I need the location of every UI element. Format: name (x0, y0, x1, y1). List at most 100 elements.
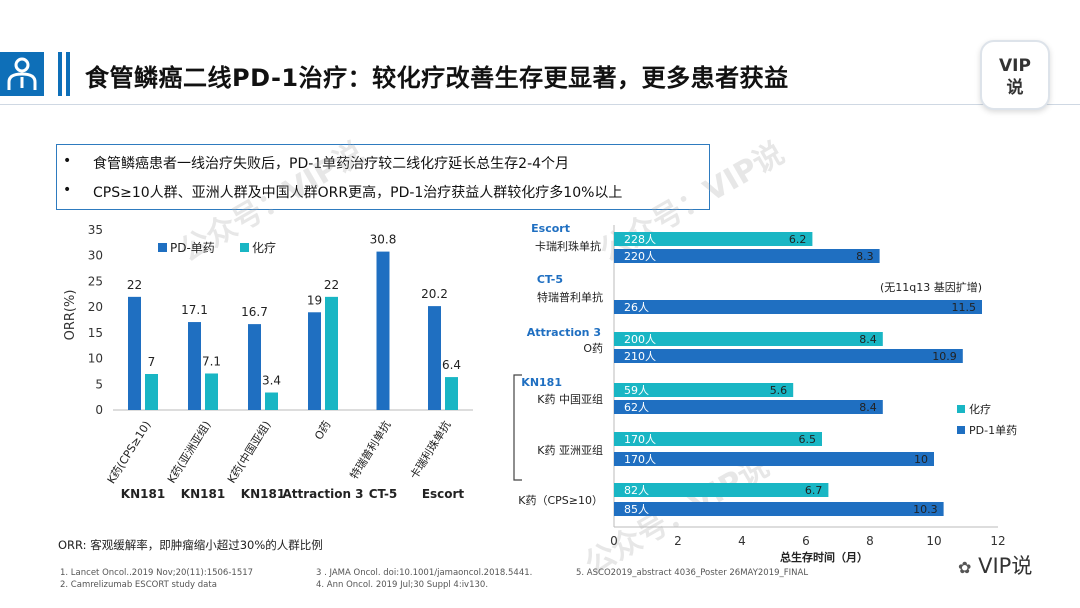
legend-label-chemo: 化疗 (969, 402, 991, 416)
bar-pd1 (308, 312, 321, 410)
group-label: CT-5 (369, 487, 398, 501)
bar-pd1 (376, 251, 390, 410)
bar-value-label: 6.5 (799, 433, 817, 446)
bar-pd1 (614, 452, 934, 466)
bar-pd1 (614, 300, 982, 314)
bar-value-label: 20.2 (421, 287, 448, 301)
legend-label-pd1: PD-1单药 (969, 424, 1017, 437)
bar-n-label: 170人 (624, 453, 656, 466)
row-label: K药（CPS≥10） (518, 494, 603, 507)
bar-value-label: 19 (307, 293, 322, 307)
brand-logo-icon (0, 52, 44, 96)
vip-badge-line2: 说 (1006, 78, 1024, 98)
group-label: Escort (422, 487, 465, 501)
bar-value-label: 6.7 (805, 484, 823, 497)
bar-value-label: 8.4 (859, 333, 877, 346)
bar-chemo (614, 383, 794, 397)
bar-value-label: 16.7 (241, 305, 268, 319)
bar-value-label: 10.3 (913, 503, 938, 516)
bar-chemo (265, 392, 278, 410)
chart-legend: 化疗 PD-1单药 (957, 402, 1017, 437)
bar-pd1 (614, 502, 944, 516)
category-label: K药(CPS≥10) (105, 419, 154, 486)
key-points-box: • 食管鳞癌患者一线治疗失败后，PD-1单药治疗较二线化疗延长总生存2-4个月 … (56, 144, 710, 210)
group-label: KN181 (241, 487, 285, 501)
bar-group: 228人 6.2 220人 8.3 26人 11.5 200人 8.4 210人 10.9 59人 5… (614, 232, 982, 516)
x-tick-label: 2 (674, 534, 682, 548)
bar-value-label: 10.9 (932, 350, 957, 363)
reference-item: 2. Camrelizumab ESCORT study data (60, 580, 217, 590)
reference-item: 4. Ann Oncol. 2019 Jul;30 Suppl 4:iv130. (316, 580, 489, 590)
bar-value-label: 10 (914, 453, 928, 466)
bar-value-label: 6.2 (789, 233, 807, 246)
bar-value-label: 17.1 (181, 303, 208, 317)
bullet-text: 食管鳞癌患者一线治疗失败后，PD-1单药治疗较二线化疗延长总生存2-4个月 (93, 156, 570, 172)
header-divider (0, 104, 1080, 105)
x-tick-label: 4 (738, 534, 746, 548)
y-tick-label: 5 (95, 377, 103, 391)
bullet-text: CPS≥10人群、亚洲人群及中国人群ORR更高，PD-1治疗获益人群较化疗多10… (93, 185, 623, 201)
wechat-icon: ✿ (958, 558, 972, 577)
row-label: K药 中国亚组 (537, 392, 603, 406)
y-tick-label: 20 (88, 300, 103, 314)
category-label: K药(中国亚组) (224, 418, 273, 485)
legend-label-pd1: PD-单药 (170, 241, 215, 255)
bar-pd1 (614, 249, 880, 263)
vip-badge: VIP 说 (980, 40, 1050, 110)
bar-chemo (445, 377, 458, 410)
group-label: KN181 (121, 487, 165, 501)
legend-swatch-chemo (240, 243, 249, 252)
bar-value-label: 30.8 (370, 233, 397, 247)
x-tick-label: 10 (926, 534, 941, 548)
y-tick-label: 10 (88, 352, 103, 366)
bar-pd1 (128, 296, 141, 410)
bar-pd1 (248, 324, 261, 410)
brand-text: VIP说 (978, 554, 1033, 578)
x-tick-label: 6 (802, 534, 810, 548)
bar-value-label: 22 (324, 278, 339, 292)
y-tick-label: 0 (95, 403, 103, 417)
y-axis-label: ORR(%) (63, 290, 78, 341)
row-label: O药 (583, 342, 603, 355)
group-label: CT-5 (537, 273, 563, 286)
bar-n-label: 170人 (624, 433, 656, 446)
bar-chemo (614, 483, 829, 497)
y-tick-label: 15 (88, 326, 103, 340)
category-label: O药 (312, 419, 333, 443)
row-label: K药 亚洲亚组 (537, 443, 603, 457)
bar-n-label: 62人 (624, 401, 649, 414)
legend-swatch-chemo (957, 405, 965, 413)
reference-item: 5. ASCO2019_abstract 4036_Poster 26MAY20… (576, 568, 809, 578)
bar-value-label: 6.4 (442, 358, 461, 372)
group-label: KN181 (181, 487, 225, 501)
bar-n-label: 228人 (624, 233, 656, 246)
bar-chemo (614, 332, 883, 346)
brand-footer: ✿ VIP说 (958, 550, 1032, 580)
reference-item: 1. Lancet Oncol..2019 Nov;20(11):1506-15… (60, 568, 254, 578)
category-label: 卡瑞利珠单抗 (407, 418, 454, 481)
bullet-marker: • (63, 182, 72, 198)
bar-value-label: 7.1 (202, 354, 221, 368)
y-tick-label: 30 (88, 249, 103, 263)
bar-chemo (205, 373, 218, 410)
x-axis-label: 总生存时间（月） (780, 550, 868, 564)
bar-n-label: 26人 (624, 301, 649, 314)
legend-swatch-pd1 (158, 243, 167, 252)
footnote: ORR: 客观缓解率，即肿瘤缩小超过30%的人群比例 (58, 538, 323, 552)
legend-swatch-pd1 (957, 426, 965, 434)
group-label: Attraction 3 (282, 487, 363, 501)
x-tick-label: 0 (610, 534, 618, 548)
y-axis: 05101520253035K药(CPS≥10)KN181K药(亚洲亚组)KN1… (88, 223, 473, 501)
row-label: 卡瑞利珠单抗 (535, 239, 601, 253)
bar-chemo (614, 432, 822, 446)
reference-item: 3 . JAMA Oncol. doi:10.1001/jamaoncol.20… (316, 568, 533, 578)
chart-legend: PD-单药 化疗 (158, 241, 276, 255)
bar-pd1 (614, 400, 883, 414)
bar-n-label: 220人 (624, 250, 656, 263)
category-label: K药(亚洲亚组) (164, 418, 213, 485)
bar-value-label: 22 (127, 278, 142, 292)
title-accent-bar (66, 52, 70, 96)
group-bracket (513, 374, 522, 481)
x-tick-label: 12 (990, 534, 1005, 548)
category-label: 特瑞普利单抗 (347, 418, 394, 481)
